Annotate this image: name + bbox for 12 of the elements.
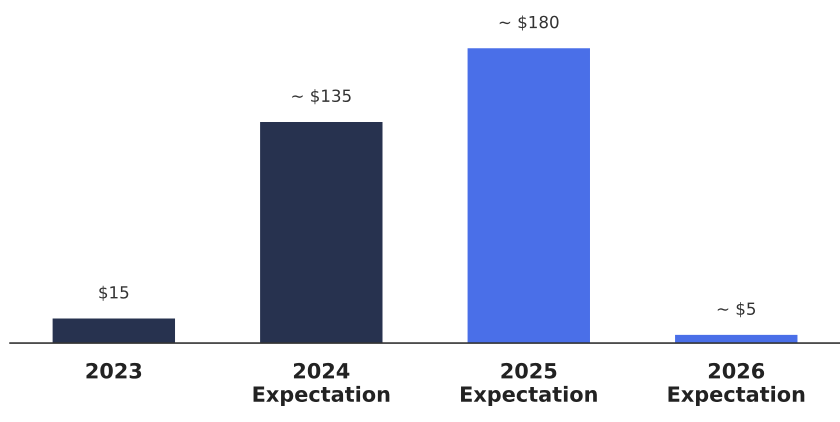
data-label: ~ $180 <box>500 15 559 31</box>
x-tick-label: 2023 <box>86 362 142 379</box>
data-label: ~ $135 <box>292 89 351 104</box>
bar <box>675 334 798 344</box>
bar <box>468 48 590 344</box>
x-tick-label: 2024 Expectation <box>254 362 390 406</box>
data-label: ~ $5 <box>718 302 756 318</box>
data-label: $15 <box>99 286 128 301</box>
bar <box>260 122 383 344</box>
x-tick-label: 2026 Expectation <box>668 362 804 406</box>
x-tick-label: 2025 Expectation <box>461 362 597 406</box>
bar <box>52 318 176 344</box>
